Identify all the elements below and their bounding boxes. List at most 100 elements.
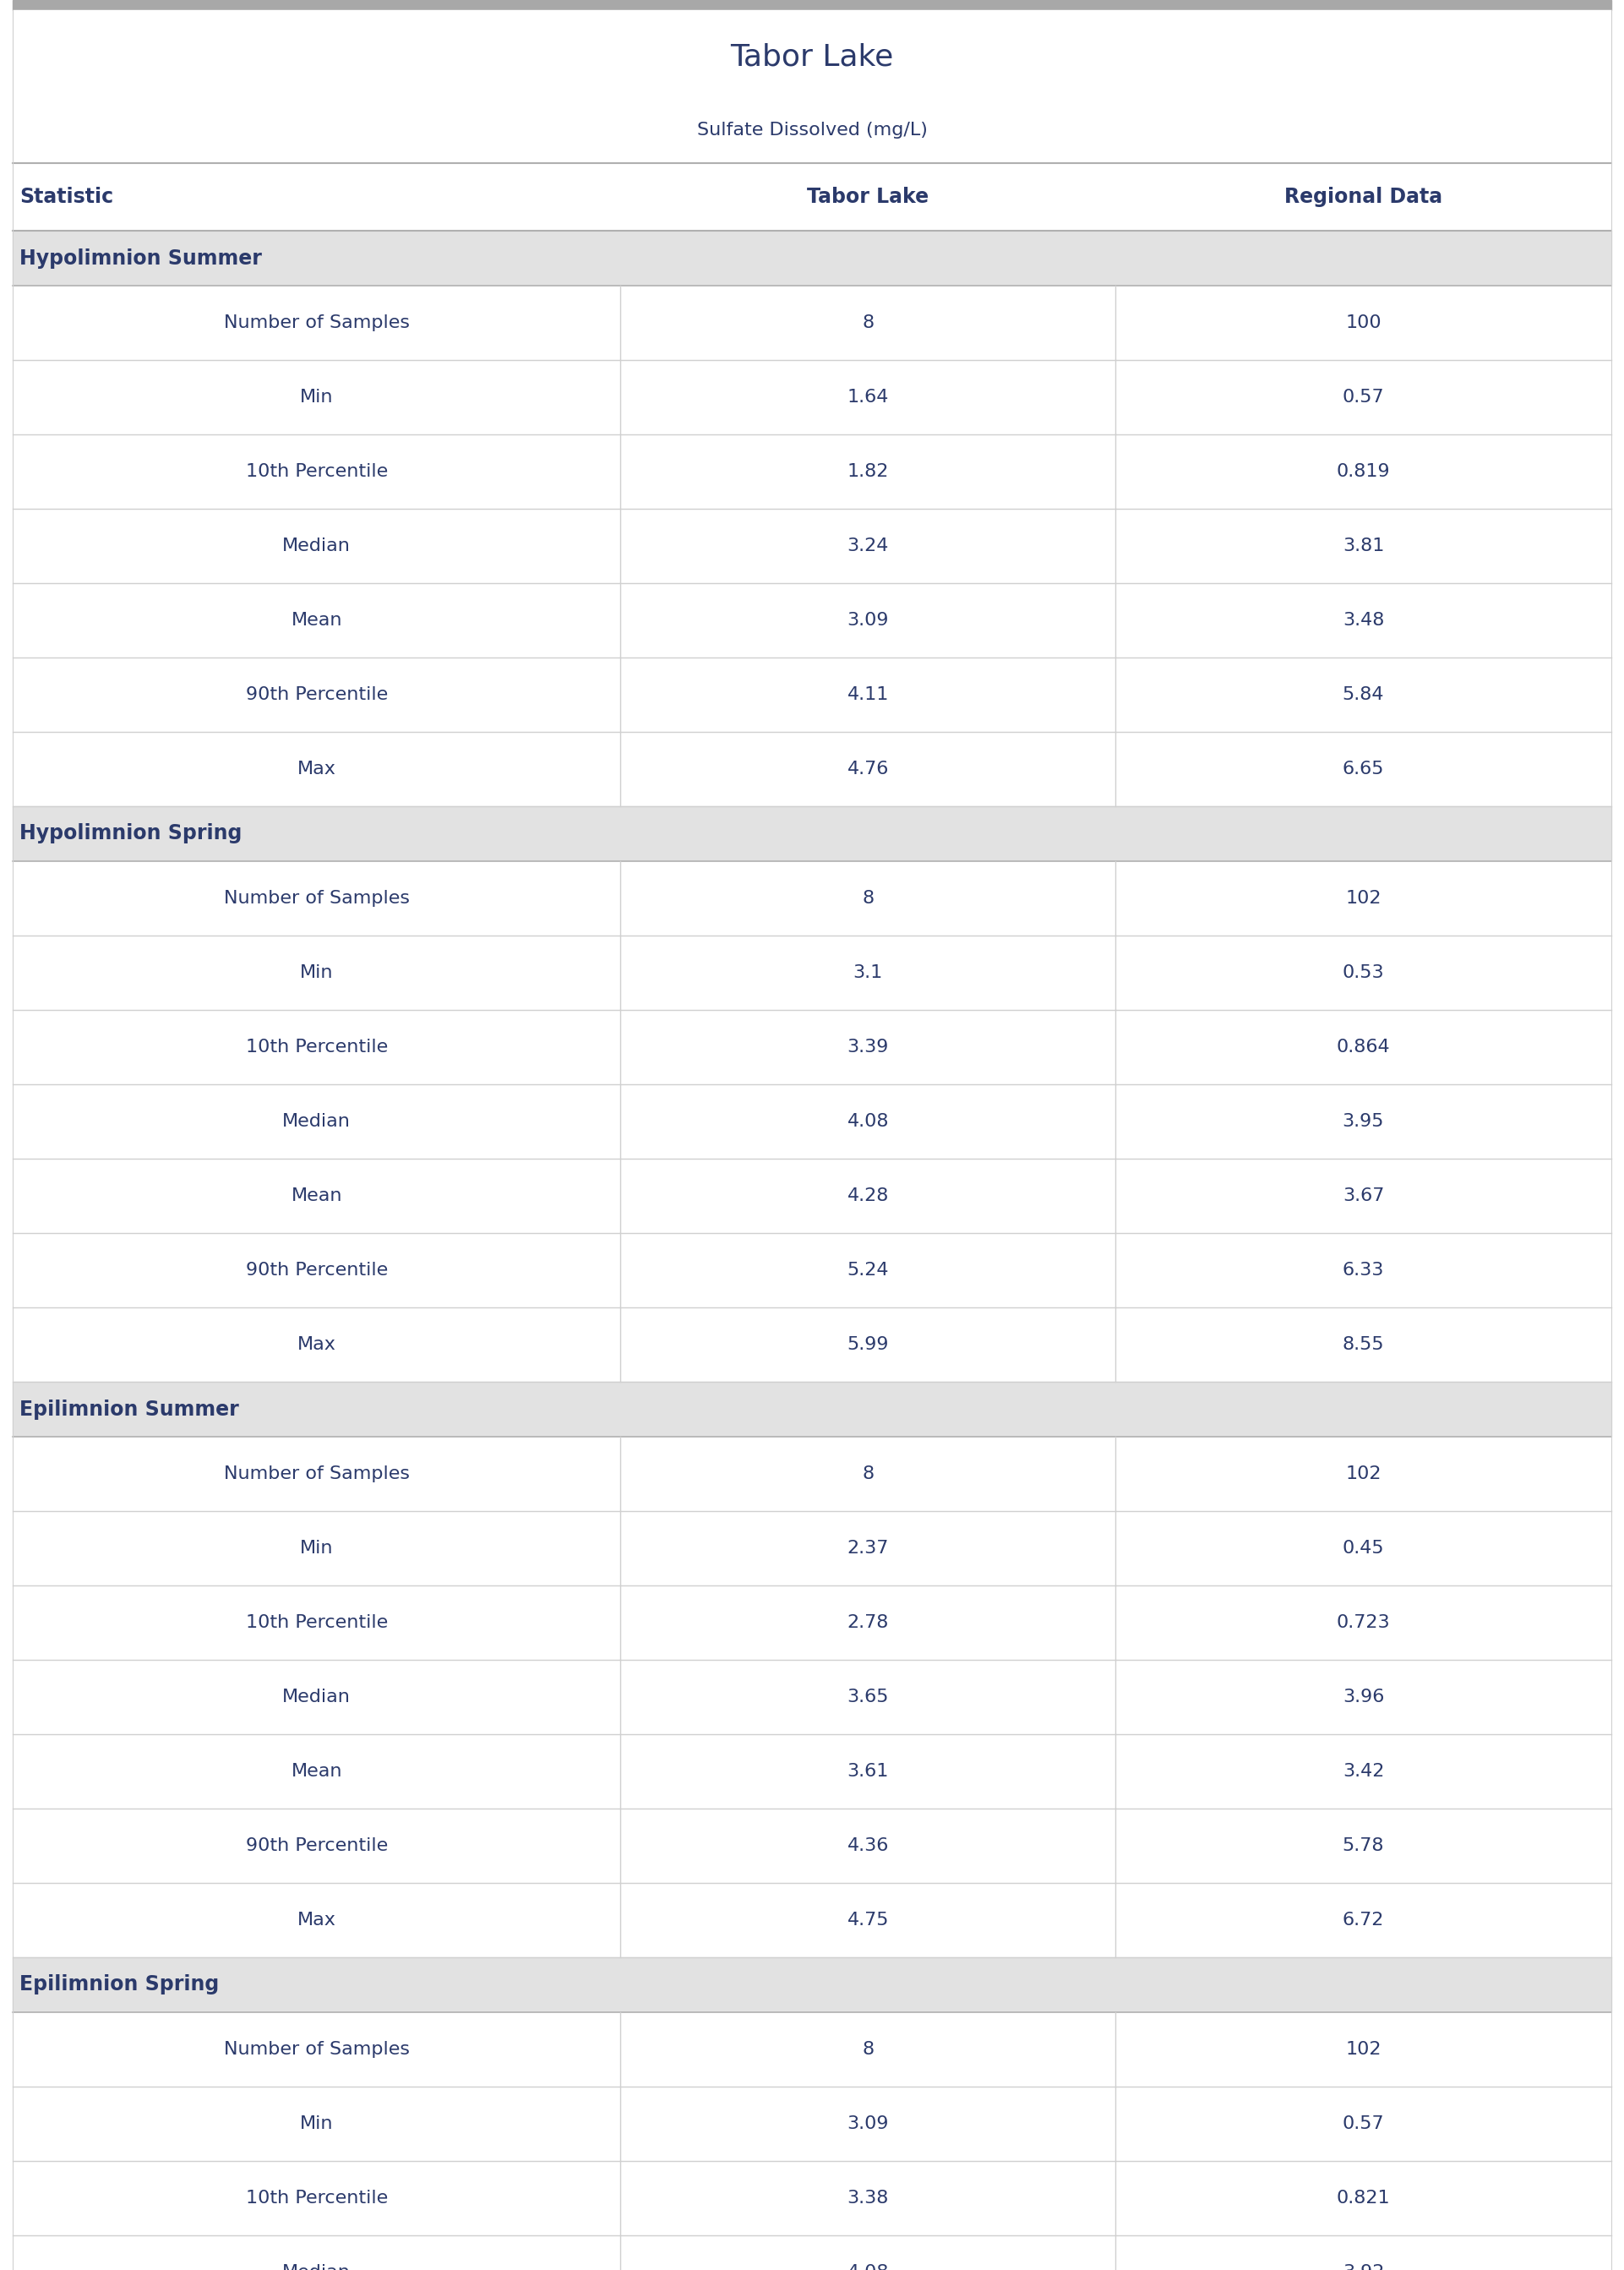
Bar <box>13 1659 1611 1734</box>
Bar <box>13 2086 1611 2161</box>
Text: Statistic: Statistic <box>19 186 114 207</box>
Text: Max: Max <box>297 1911 336 1930</box>
Text: 8: 8 <box>862 2041 874 2059</box>
Text: 3.95: 3.95 <box>1343 1112 1384 1130</box>
Text: 1.82: 1.82 <box>848 463 888 479</box>
Text: Min: Min <box>300 965 333 981</box>
Text: 0.57: 0.57 <box>1343 2116 1384 2132</box>
Text: Number of Samples: Number of Samples <box>224 890 409 906</box>
Bar <box>13 1957 1611 2011</box>
Text: 100: 100 <box>1345 313 1382 331</box>
Bar <box>13 1010 1611 1085</box>
Text: 3.38: 3.38 <box>848 2191 888 2206</box>
Text: Epilimnion Summer: Epilimnion Summer <box>19 1398 239 1419</box>
Text: Number of Samples: Number of Samples <box>224 1466 409 1482</box>
Text: 90th Percentile: 90th Percentile <box>245 1836 388 1855</box>
Bar <box>13 731 1611 806</box>
Bar <box>13 361 1611 434</box>
Bar <box>13 583 1611 658</box>
Bar <box>13 1158 1611 1233</box>
Text: 102: 102 <box>1345 2041 1382 2059</box>
Bar <box>13 2011 1611 2086</box>
Text: 5.78: 5.78 <box>1343 1836 1384 1855</box>
Bar <box>13 2161 1611 2236</box>
Bar <box>13 159 1611 163</box>
Bar <box>13 1882 1611 1957</box>
Bar <box>13 860 1611 935</box>
Text: 0.53: 0.53 <box>1343 965 1384 981</box>
Text: Median: Median <box>283 538 351 554</box>
Text: 4.76: 4.76 <box>848 760 888 779</box>
Text: Tabor Lake: Tabor Lake <box>807 186 929 207</box>
Text: 5.84: 5.84 <box>1343 686 1384 704</box>
Text: Median: Median <box>283 1112 351 1130</box>
Text: Min: Min <box>300 388 333 406</box>
Bar <box>13 286 1611 361</box>
Text: 10th Percentile: 10th Percentile <box>245 463 388 479</box>
Text: 2.78: 2.78 <box>848 1614 888 1632</box>
Text: 4.08: 4.08 <box>848 2263 888 2270</box>
Bar <box>13 232 1611 286</box>
Bar <box>13 1584 1611 1659</box>
Text: 3.42: 3.42 <box>1343 1764 1384 1780</box>
Text: 3.39: 3.39 <box>848 1040 888 1056</box>
Text: Hypolimnion Summer: Hypolimnion Summer <box>19 247 261 268</box>
Bar <box>13 508 1611 583</box>
Text: 8: 8 <box>862 1466 874 1482</box>
Text: Min: Min <box>300 1539 333 1557</box>
Bar <box>13 1734 1611 1809</box>
Text: Max: Max <box>297 760 336 779</box>
Text: 3.92: 3.92 <box>1343 2263 1384 2270</box>
Text: Min: Min <box>300 2116 333 2132</box>
Text: Median: Median <box>283 2263 351 2270</box>
Text: Number of Samples: Number of Samples <box>224 313 409 331</box>
Text: 8: 8 <box>862 313 874 331</box>
Text: 1.64: 1.64 <box>848 388 888 406</box>
Text: 3.67: 3.67 <box>1343 1187 1384 1205</box>
Text: 6.65: 6.65 <box>1343 760 1384 779</box>
Bar <box>13 658 1611 731</box>
Text: Median: Median <box>283 1689 351 1705</box>
Text: 3.65: 3.65 <box>848 1689 888 1705</box>
Text: 3.81: 3.81 <box>1343 538 1384 554</box>
Text: 3.96: 3.96 <box>1343 1689 1384 1705</box>
Text: 0.819: 0.819 <box>1337 463 1390 479</box>
Text: 0.45: 0.45 <box>1343 1539 1384 1557</box>
Text: 0.821: 0.821 <box>1337 2191 1390 2206</box>
Text: Max: Max <box>297 1337 336 1353</box>
Bar <box>13 9 1611 102</box>
Text: 6.72: 6.72 <box>1343 1911 1384 1930</box>
Text: 10th Percentile: 10th Percentile <box>245 2191 388 2206</box>
Text: Mean: Mean <box>291 613 343 629</box>
Bar <box>13 1512 1611 1584</box>
Bar <box>13 434 1611 508</box>
Text: Tabor Lake: Tabor Lake <box>731 43 893 70</box>
Text: 4.28: 4.28 <box>848 1187 888 1205</box>
Text: 3.24: 3.24 <box>848 538 888 554</box>
Text: 102: 102 <box>1345 890 1382 906</box>
Text: 102: 102 <box>1345 1466 1382 1482</box>
Bar <box>13 102 1611 159</box>
Bar <box>13 806 1611 860</box>
Bar <box>13 163 1611 232</box>
Text: 4.11: 4.11 <box>848 686 888 704</box>
Bar <box>13 0 1611 9</box>
Text: 0.57: 0.57 <box>1343 388 1384 406</box>
Bar <box>13 935 1611 1010</box>
Text: 4.75: 4.75 <box>848 1911 888 1930</box>
Text: Mean: Mean <box>291 1187 343 1205</box>
Text: Regional Data: Regional Data <box>1285 186 1442 207</box>
Bar <box>13 1085 1611 1158</box>
Bar <box>13 1809 1611 1882</box>
Text: 5.99: 5.99 <box>848 1337 888 1353</box>
Text: 90th Percentile: 90th Percentile <box>245 1262 388 1278</box>
Text: 10th Percentile: 10th Percentile <box>245 1040 388 1056</box>
Text: 3.48: 3.48 <box>1343 613 1384 629</box>
Text: 8.55: 8.55 <box>1343 1337 1384 1353</box>
Bar <box>13 2236 1611 2270</box>
Text: 3.61: 3.61 <box>848 1764 888 1780</box>
Bar <box>13 1437 1611 1512</box>
Bar <box>13 1233 1611 1308</box>
Text: 3.09: 3.09 <box>848 613 888 629</box>
Text: 4.08: 4.08 <box>848 1112 888 1130</box>
